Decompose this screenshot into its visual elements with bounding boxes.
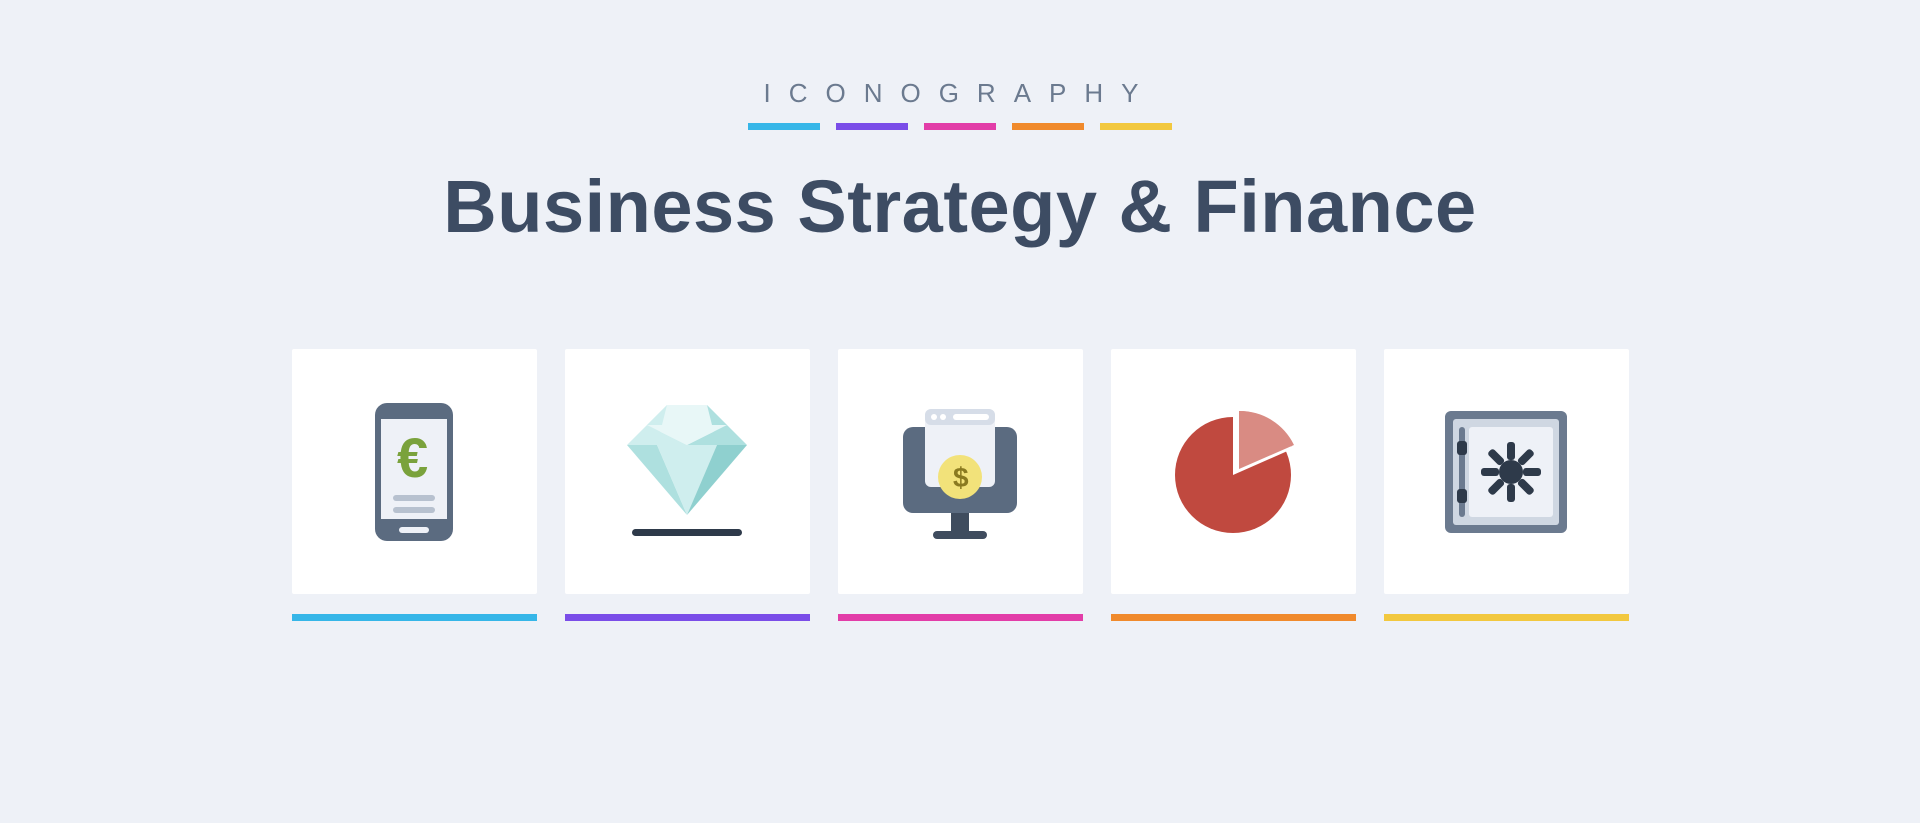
icon-card-online-payment: $ (838, 349, 1083, 621)
safe-vault-icon (1431, 397, 1581, 547)
icon-card-pie-chart (1111, 349, 1356, 621)
header: ICONOGRAPHY Business Strategy & Finance (443, 78, 1476, 249)
accent-underline-row (443, 123, 1476, 130)
accent-bar-4 (1100, 123, 1172, 130)
diamond-icon (612, 397, 762, 547)
card-surface (565, 349, 810, 594)
svg-text:$: $ (953, 462, 969, 493)
pie-chart-icon (1158, 397, 1308, 547)
accent-bar-0 (748, 123, 820, 130)
page-title: Business Strategy & Finance (443, 164, 1476, 249)
card-accent (838, 614, 1083, 621)
eyebrow-label: ICONOGRAPHY (443, 78, 1476, 109)
accent-bar-2 (924, 123, 996, 130)
accent-bar-3 (1012, 123, 1084, 130)
mobile-euro-icon: € (339, 397, 489, 547)
card-surface: $ (838, 349, 1083, 594)
icon-card-safe-vault (1384, 349, 1629, 621)
accent-bar-1 (836, 123, 908, 130)
card-accent (1384, 614, 1629, 621)
card-accent (565, 614, 810, 621)
card-surface: € (292, 349, 537, 594)
icon-card-diamond (565, 349, 810, 621)
icon-card-mobile-euro: € (292, 349, 537, 621)
card-surface (1384, 349, 1629, 594)
card-accent (292, 614, 537, 621)
svg-text:€: € (397, 426, 428, 489)
card-accent (1111, 614, 1356, 621)
card-surface (1111, 349, 1356, 594)
online-payment-icon: $ (885, 397, 1035, 547)
icon-card-row: € (0, 349, 1920, 621)
